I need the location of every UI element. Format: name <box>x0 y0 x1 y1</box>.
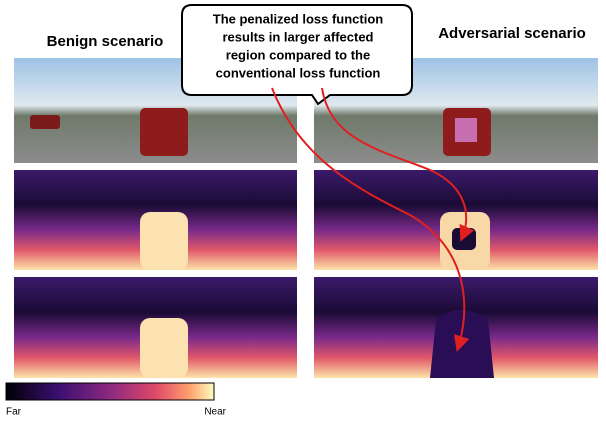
callout-line: results in larger affected <box>223 29 374 44</box>
benign-title: Benign scenario <box>47 33 164 50</box>
benign-depth-conventional <box>14 170 297 270</box>
callout-line: The penalized loss function <box>213 11 384 26</box>
adversarial-title: Adversarial scenario <box>438 25 586 42</box>
adversarial-depth-penalized <box>314 277 598 378</box>
colorbar-near-label: Near <box>204 407 226 418</box>
colorbar-far-label: Far <box>6 407 22 418</box>
callout-line: conventional loss function <box>216 65 381 80</box>
colorbar <box>6 383 214 400</box>
callout: The penalized loss function results in l… <box>182 5 412 104</box>
callout-line: region compared to the <box>226 47 370 62</box>
figure: Benign scenario Adversarial scenario The… <box>0 0 606 421</box>
page: {"titles": {"benign": "Benign scenario",… <box>0 0 606 421</box>
benign-depth-penalized <box>14 277 297 378</box>
